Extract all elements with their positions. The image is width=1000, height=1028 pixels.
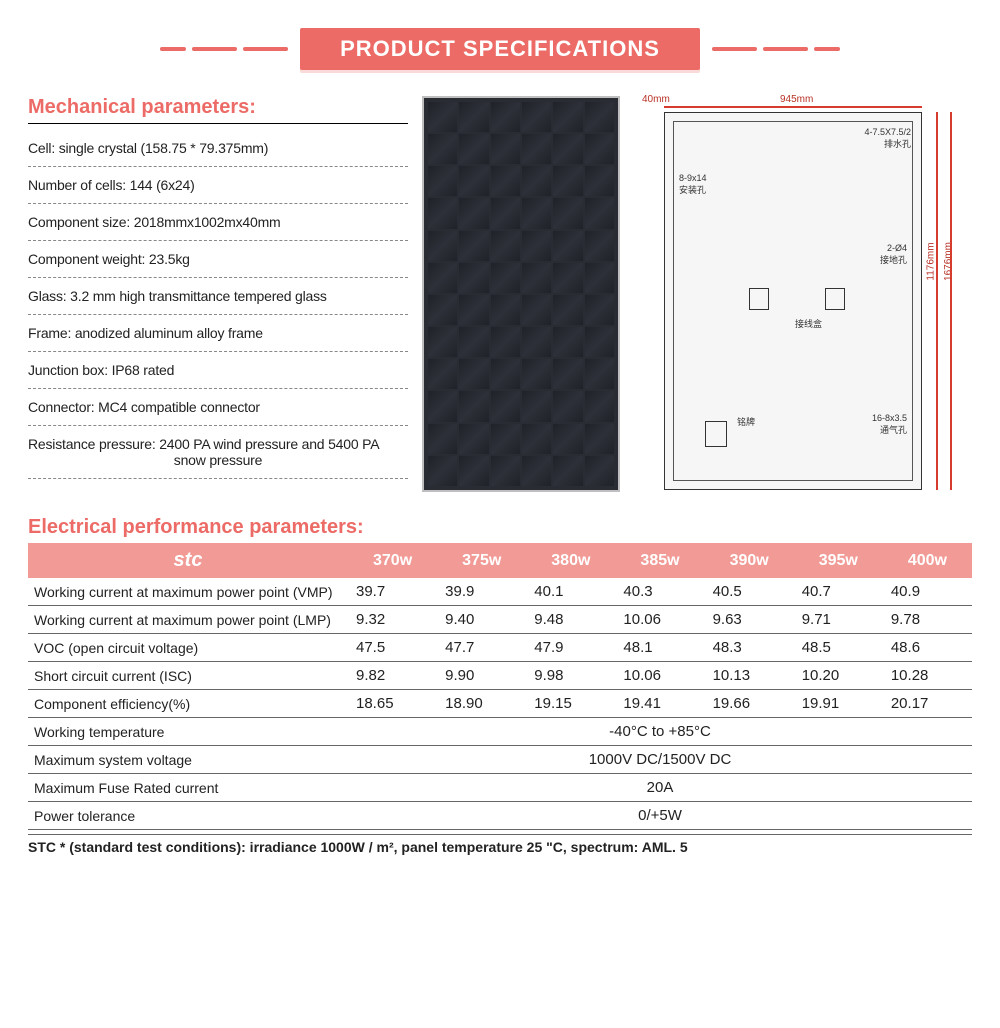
title-bar: PRODUCT SPECIFICATIONS (0, 28, 1000, 70)
label-drain: 4-7.5X7.5/2 排水孔 (864, 127, 911, 150)
row-label: Maximum system voltage (28, 746, 348, 774)
table-row: Power tolerance0/+5W (28, 802, 972, 830)
col-header: 395w (794, 543, 883, 578)
param-item: Cell: single crystal (158.75 * 79.375mm) (28, 130, 408, 167)
dim-1676mm: 1676mm (943, 242, 954, 281)
cell-value: 9.78 (883, 606, 972, 634)
cell-value: 18.90 (437, 690, 526, 718)
cell-value: 40.3 (615, 578, 704, 606)
cell-value: 48.5 (794, 634, 883, 662)
label-ground: 2-Ø4 接地孔 (880, 243, 907, 266)
solar-panel-back-figure: 40mm 945mm 1676mm 1176mm 4-7.5X7.5/2 排水孔… (634, 96, 964, 492)
cell-value: 10.13 (705, 662, 794, 690)
spec-table: stc370w375w380w385w390w395w400w Working … (28, 543, 972, 830)
param-resistance-l2: snow pressure (28, 452, 408, 468)
cell-value: 48.1 (615, 634, 704, 662)
stc-footnote: STC * (standard test conditions): irradi… (28, 834, 972, 855)
electrical-heading: Electrical performance parameters: (28, 516, 972, 539)
merged-value: -40°C to +85°C (348, 718, 972, 746)
cell-value: 39.7 (348, 578, 437, 606)
cell-value: 9.71 (794, 606, 883, 634)
param-item: Number of cells: 144 (6x24) (28, 167, 408, 204)
row-label: Component efficiency(%) (28, 690, 348, 718)
col-header: 385w (615, 543, 704, 578)
table-row: Working current at maximum power point (… (28, 578, 972, 606)
merged-value: 0/+5W (348, 802, 972, 830)
table-row: Maximum Fuse Rated current20A (28, 774, 972, 802)
label-junction: 接线盒 (795, 317, 822, 330)
mechanical-heading: Mechanical parameters: (28, 96, 408, 119)
row-label: Working current at maximum power point (… (28, 606, 348, 634)
param-resistance: Resistance pressure: 2400 PA wind pressu… (28, 426, 408, 479)
cell-value: 19.15 (526, 690, 615, 718)
cell-value: 10.06 (615, 662, 704, 690)
cell-value: 10.28 (883, 662, 972, 690)
cell-value: 40.5 (705, 578, 794, 606)
row-label: Power tolerance (28, 802, 348, 830)
table-row: Component efficiency(%)18.6518.9019.1519… (28, 690, 972, 718)
dim-1176mm: 1176mm (925, 242, 936, 280)
cell-value: 9.90 (437, 662, 526, 690)
cell-value: 40.9 (883, 578, 972, 606)
cell-value: 40.7 (794, 578, 883, 606)
table-row: Maximum system voltage1000V DC/1500V DC (28, 746, 972, 774)
mechanical-params: Mechanical parameters: Cell: single crys… (28, 96, 408, 492)
table-row: Working current at maximum power point (… (28, 606, 972, 634)
param-item: Frame: anodized aluminum alloy frame (28, 315, 408, 352)
param-item: Connector: MC4 compatible connector (28, 389, 408, 426)
label-nameplate: 铭牌 (737, 415, 755, 428)
table-row: Working temperature-40°C to +85°C (28, 718, 972, 746)
col-header: 375w (437, 543, 526, 578)
table-row: VOC (open circuit voltage)47.547.747.948… (28, 634, 972, 662)
cell-value: 19.91 (794, 690, 883, 718)
param-item: Junction box: IP68 rated (28, 352, 408, 389)
table-row: Short circuit current (ISC)9.829.909.981… (28, 662, 972, 690)
cell-value: 48.6 (883, 634, 972, 662)
cell-value: 19.66 (705, 690, 794, 718)
merged-value: 20A (348, 774, 972, 802)
param-item: Glass: 3.2 mm high transmittance tempere… (28, 278, 408, 315)
cell-value: 48.3 (705, 634, 794, 662)
label-vent: 16-8x3.5 通气孔 (872, 413, 907, 436)
col-header: 400w (883, 543, 972, 578)
cell-value: 47.5 (348, 634, 437, 662)
row-label: VOC (open circuit voltage) (28, 634, 348, 662)
cell-value: 40.1 (526, 578, 615, 606)
accent-right (712, 47, 840, 51)
cell-value: 9.63 (705, 606, 794, 634)
electrical-params: Electrical performance parameters: stc37… (0, 516, 1000, 855)
param-item: Component size: 2018mmx1002mx40mm (28, 204, 408, 241)
col-header: 380w (526, 543, 615, 578)
col-header: 370w (348, 543, 437, 578)
param-item: Component weight: 23.5kg (28, 241, 408, 278)
param-resistance-l1: Resistance pressure: 2400 PA wind pressu… (28, 436, 379, 452)
cell-value: 47.9 (526, 634, 615, 662)
page-title: PRODUCT SPECIFICATIONS (300, 28, 700, 70)
cell-value: 19.41 (615, 690, 704, 718)
cell-value: 9.40 (437, 606, 526, 634)
cell-value: 9.82 (348, 662, 437, 690)
row-label: Maximum Fuse Rated current (28, 774, 348, 802)
cell-value: 10.06 (615, 606, 704, 634)
merged-value: 1000V DC/1500V DC (348, 746, 972, 774)
row-label: Short circuit current (ISC) (28, 662, 348, 690)
cell-value: 9.32 (348, 606, 437, 634)
cell-value: 39.9 (437, 578, 526, 606)
label-mount: 8-9x14 安装孔 (679, 173, 707, 196)
cell-value: 47.7 (437, 634, 526, 662)
stc-header: stc (28, 543, 348, 578)
dim-945mm: 945mm (780, 94, 813, 105)
solar-panel-front-figure (422, 96, 620, 492)
row-label: Working temperature (28, 718, 348, 746)
cell-value: 9.98 (526, 662, 615, 690)
accent-left (160, 47, 288, 51)
cell-value: 10.20 (794, 662, 883, 690)
cell-value: 9.48 (526, 606, 615, 634)
cell-value: 18.65 (348, 690, 437, 718)
col-header: 390w (705, 543, 794, 578)
row-label: Working current at maximum power point (… (28, 578, 348, 606)
dim-40mm: 40mm (642, 94, 670, 105)
cell-value: 20.17 (883, 690, 972, 718)
